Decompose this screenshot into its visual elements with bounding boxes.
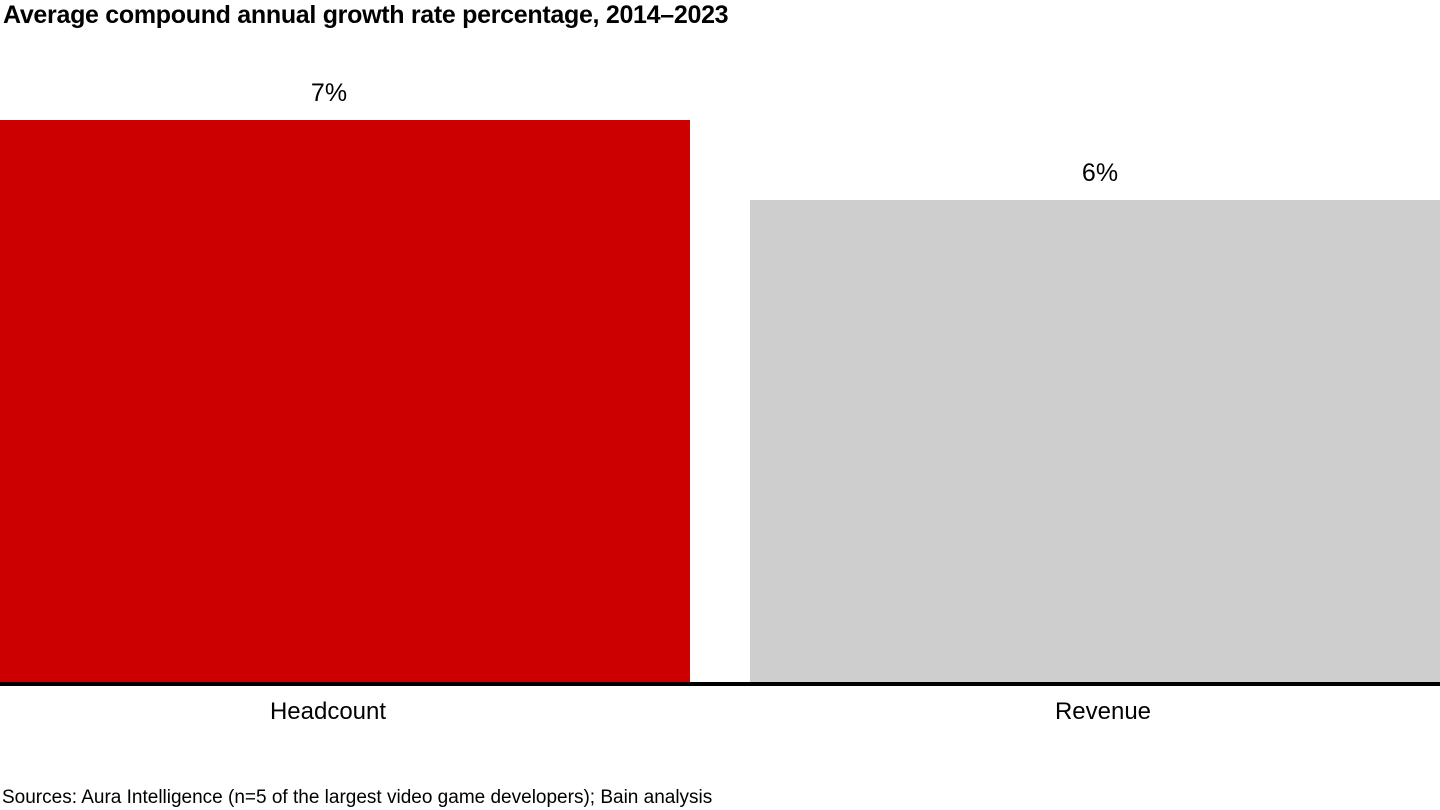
chart-title: Average compound annual growth rate perc… [3,1,729,29]
bar-headcount [0,120,690,682]
value-label-headcount: 7% [310,79,348,107]
x-axis-line [0,682,1440,686]
source-note: Sources: Aura Intelligence (n=5 of the l… [2,787,713,808]
category-label-revenue: Revenue [1054,698,1152,725]
category-label-headcount: Headcount [269,698,387,725]
plot-area: 7% 6% [0,79,1440,682]
bar-revenue [750,200,1440,682]
value-label-revenue: 6% [1081,159,1119,188]
